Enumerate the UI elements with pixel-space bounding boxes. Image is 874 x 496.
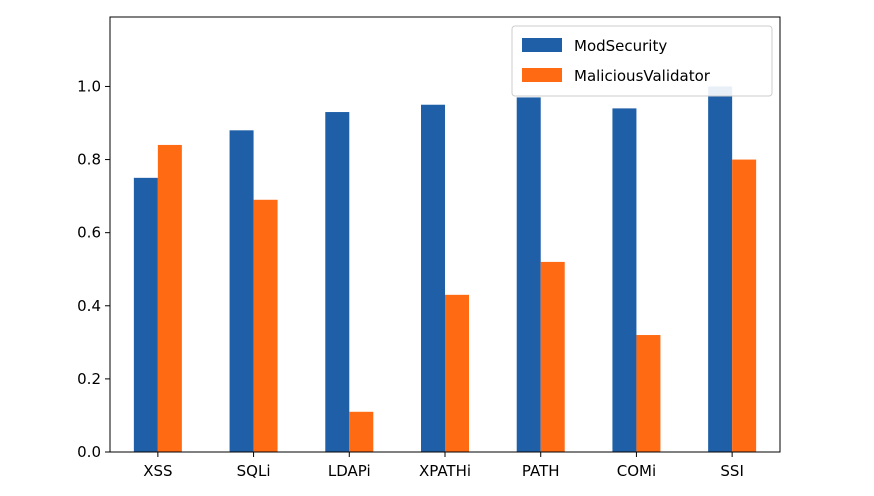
legend-swatch [522,68,562,82]
bar-modsecurity-xss [133,177,158,452]
bar-modsecurity-path [516,97,541,452]
bar-maliciousvalidator-xpathi [445,294,469,452]
y-tick-label: 0.6 [77,224,101,242]
bar-modsecurity-sqli [229,130,254,452]
bar-maliciousvalidator-ssi [732,159,757,452]
legend-label: MaliciousValidator [574,67,711,85]
x-tick-label: SSI [720,462,743,480]
x-tick-label: LDAPi [328,462,371,480]
legend-swatch [522,38,562,52]
x-tick-label: PATH [522,462,560,480]
x-tick-label: COMi [617,462,656,480]
bar-maliciousvalidator-xss [157,144,182,453]
bar-modsecurity-comi [612,108,637,453]
y-tick-label: 0.2 [77,370,101,388]
bar-maliciousvalidator-comi [636,335,661,452]
legend: ModSecurity MaliciousValidator [511,25,773,97]
bars-group [133,86,757,453]
legend-label: ModSecurity [574,37,667,55]
axes-group: 0.0 0.2 0.4 0.6 0.8 1.0 XSS SQLi LDAPi XPATHi PATH… [77,16,781,480]
y-tick-label: 1.0 [77,77,101,95]
bar-modsecurity-xpathi [421,104,445,453]
x-tick-label: XPATHi [419,462,471,480]
bar-modsecurity-ssi [708,86,733,452]
bar-modsecurity-ldapi [325,112,350,452]
x-tick-label: XSS [143,462,172,480]
y-tick-label: 0.0 [77,443,101,461]
y-tick-label: 0.4 [77,297,101,315]
legend-box [511,25,773,97]
y-tick-label: 0.8 [77,151,101,169]
x-tick-label: SQLi [237,462,271,480]
bar-maliciousvalidator-path [540,261,565,452]
bar-maliciousvalidator-sqli [253,199,278,452]
bar-maliciousvalidator-ldapi [349,411,374,452]
